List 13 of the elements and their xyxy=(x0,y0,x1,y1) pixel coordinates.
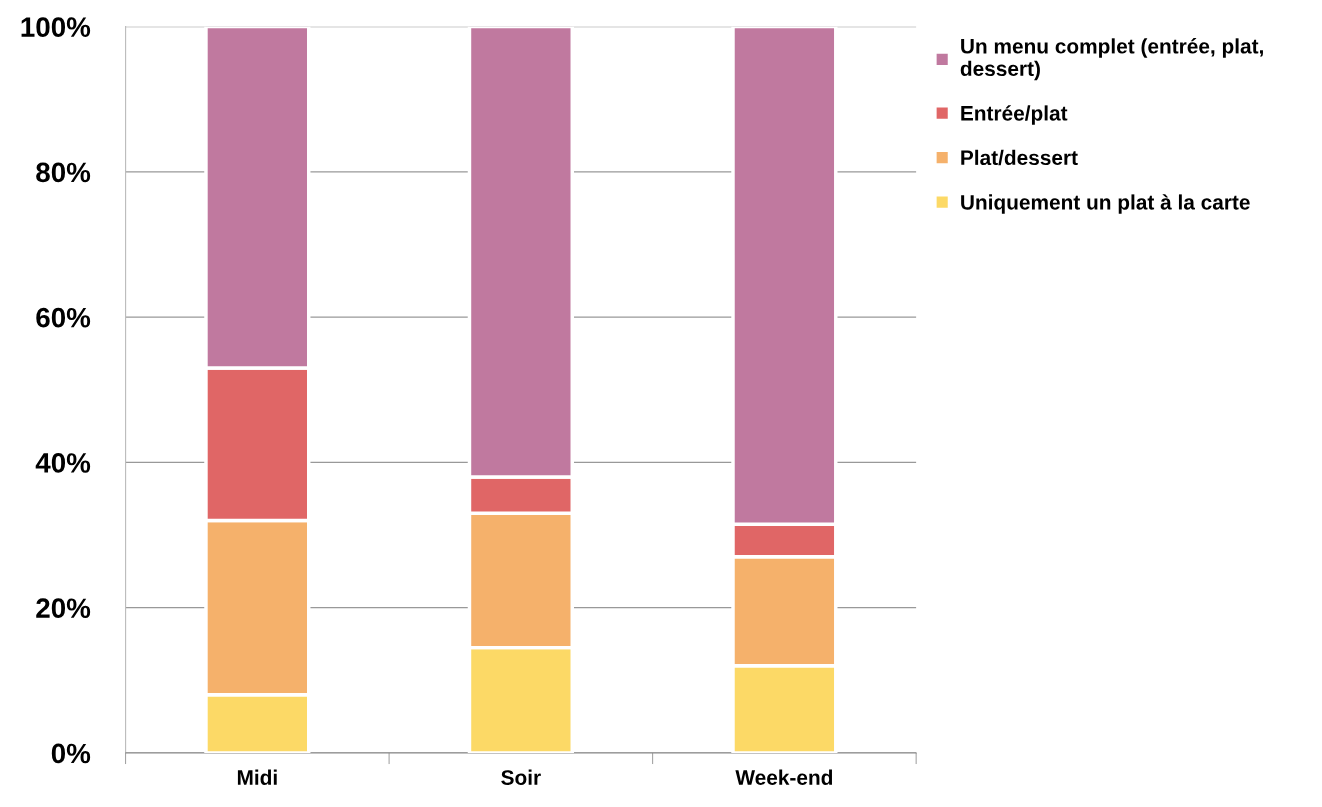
y-tick-label: 40% xyxy=(35,453,91,473)
legend-label: Entrée/plat xyxy=(961,105,1068,125)
y-tick-label: 100% xyxy=(21,17,91,37)
y-tick-label: 60% xyxy=(36,307,91,328)
legend-label: Plat/dessert xyxy=(961,149,1078,166)
legend-label: Un menu complet (entrée, plat, dessert) xyxy=(960,38,1263,81)
y-tick-label: 0% xyxy=(51,743,91,764)
y-tick-label: 20% xyxy=(36,598,91,619)
x-tick-label: Midi xyxy=(237,769,277,785)
x-tick-label: Soir xyxy=(501,769,541,785)
legend-label: Uniquement un plat à la carte xyxy=(961,194,1250,214)
y-tick-label: 80% xyxy=(36,162,91,183)
x-tick-label: Week-end xyxy=(735,769,833,785)
